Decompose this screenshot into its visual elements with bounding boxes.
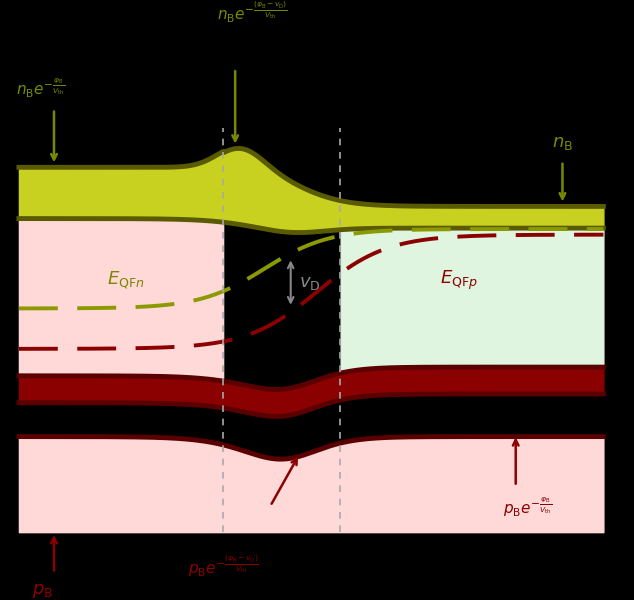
Text: $E_{\rm QF{\it n}}$: $E_{\rm QF{\it n}}$ [107, 269, 145, 290]
Text: $p_{\rm B}e^{-\frac{\varphi_{\rm B}}{V_{\rm th}}}$: $p_{\rm B}e^{-\frac{\varphi_{\rm B}}{V_{… [503, 495, 552, 519]
Text: $n_{\rm B}e^{-\frac{\varphi_{\rm B}}{V_{\rm th}}}$: $n_{\rm B}e^{-\frac{\varphi_{\rm B}}{V_{… [16, 76, 65, 100]
Text: $n_{\rm B}e^{-\frac{(\varphi_{\rm B}-v_{\rm D})}{V_{\rm th}}}$: $n_{\rm B}e^{-\frac{(\varphi_{\rm B}-v_{… [217, 0, 288, 25]
Text: $E_{\rm QF{\it p}}$: $E_{\rm QF{\it p}}$ [440, 268, 477, 292]
Text: $p_{\rm B}$: $p_{\rm B}$ [32, 582, 53, 600]
Text: $v_{\rm D}$: $v_{\rm D}$ [299, 274, 321, 292]
Text: $p_{\rm B}e^{-\frac{(\varphi_{\rm B}-v_{\rm D})}{V_{\rm th}}}$: $p_{\rm B}e^{-\frac{(\varphi_{\rm B}-v_{… [188, 554, 259, 580]
Text: $n_{\rm B}$: $n_{\rm B}$ [552, 134, 573, 152]
